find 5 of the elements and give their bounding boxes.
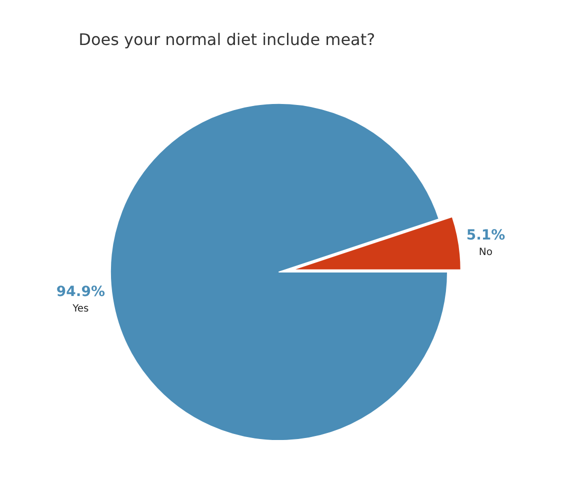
- data-label: 94.9%: [56, 284, 105, 300]
- chart-title: Does your normal diet include meat?: [78, 30, 376, 50]
- data-label: 5.1%: [466, 227, 506, 244]
- slice-label: Yes: [72, 304, 89, 315]
- slice-label: No: [478, 246, 493, 258]
